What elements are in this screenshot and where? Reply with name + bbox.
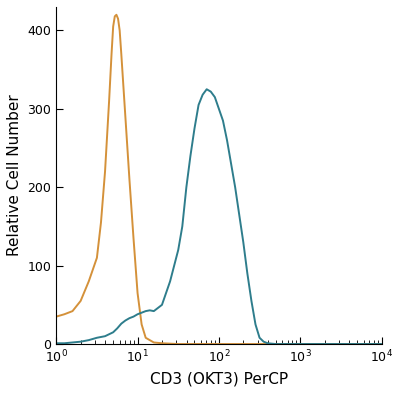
X-axis label: CD3 (OKT3) PerCP: CD3 (OKT3) PerCP [150, 371, 288, 386]
Y-axis label: Relative Cell Number: Relative Cell Number [7, 95, 22, 256]
